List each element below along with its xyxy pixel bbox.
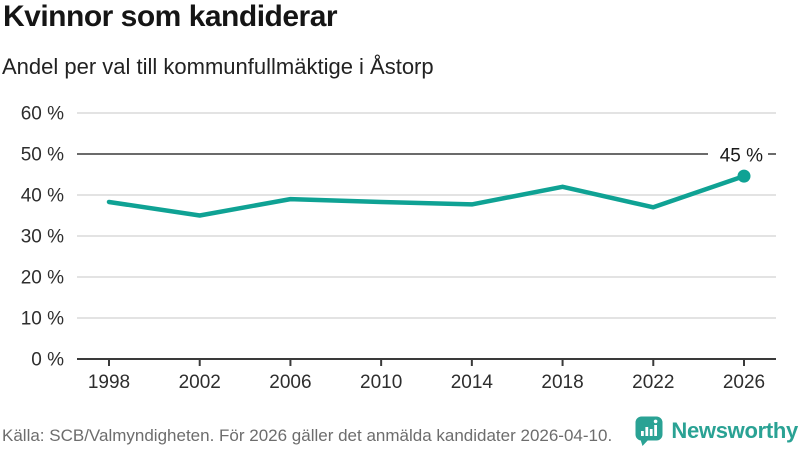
y-tick-label: 60 % bbox=[21, 104, 64, 125]
data-line bbox=[106, 173, 747, 218]
newsworthy-brand: Newsworthy bbox=[634, 414, 798, 448]
y-tick-label: 0 % bbox=[31, 350, 64, 371]
x-tick-label: 1998 bbox=[88, 372, 130, 393]
x-tick-label: 2018 bbox=[541, 372, 583, 393]
speech-bubble-shape bbox=[635, 416, 663, 441]
x-tick-label: 2010 bbox=[360, 372, 402, 393]
y-tick-label: 20 % bbox=[21, 268, 64, 289]
source-note: Källa: SCB/Valmyndigheten. För 2026 gäll… bbox=[2, 426, 613, 445]
x-tick-label: 2022 bbox=[632, 372, 674, 393]
logo-exclamation-bar bbox=[654, 425, 658, 436]
end-data-point bbox=[737, 169, 751, 183]
x-tick-label: 2006 bbox=[269, 372, 311, 393]
x-tick-label: 2002 bbox=[179, 372, 221, 393]
chart-title: Kvinnor som kandiderar bbox=[3, 0, 338, 33]
speech-bubble-tail bbox=[640, 438, 651, 446]
y-tick-label: 10 % bbox=[21, 309, 64, 330]
logo-bar-1 bbox=[641, 431, 645, 436]
logo-exclamation-dot bbox=[654, 419, 658, 424]
y-tick-label: 40 % bbox=[21, 186, 64, 207]
x-tick-label: 2026 bbox=[723, 372, 765, 393]
end-value-label: 45 % bbox=[720, 146, 763, 167]
logo-bar-3 bbox=[650, 429, 654, 436]
chart-subtitle: Andel per val till kommunfullmäktige i Å… bbox=[2, 54, 434, 79]
end-label-backing bbox=[708, 144, 768, 165]
brand-name: Newsworthy bbox=[671, 418, 798, 443]
y-tick-label: 30 % bbox=[21, 227, 64, 248]
x-tick-label: 2014 bbox=[451, 372, 494, 393]
logo-bar-2 bbox=[645, 427, 649, 436]
y-tick-label: 50 % bbox=[21, 145, 64, 166]
newsworthy-logo-icon bbox=[635, 416, 663, 446]
